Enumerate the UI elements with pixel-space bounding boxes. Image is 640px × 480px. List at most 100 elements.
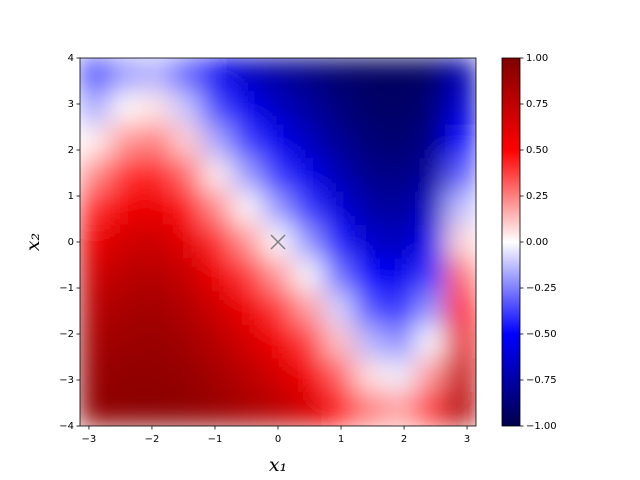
x-tick-label: −3: [82, 434, 97, 445]
heatmap-cell: [109, 124, 142, 159]
heatmap-cell: [80, 358, 111, 394]
heatmap-cell: [109, 325, 142, 360]
heatmap-cell: [292, 124, 325, 159]
heatmap-cell: [80, 258, 111, 293]
x-tick-label: −1: [208, 434, 223, 445]
heatmap-cell: [80, 224, 111, 260]
heatmap-cell: [231, 58, 264, 92]
heatmap-cell: [262, 358, 294, 394]
y-tick-label: 2: [68, 145, 74, 156]
heatmap-cell: [80, 392, 111, 426]
heatmap-cell: [445, 291, 476, 327]
heatmap-cell: [353, 291, 386, 327]
heatmap-cell: [201, 325, 233, 360]
heatmap-cell: [353, 58, 386, 92]
x-tick-label: 2: [401, 434, 407, 445]
heatmap-cell: [353, 258, 386, 293]
heatmap-cell: [231, 224, 264, 260]
heatmap: [80, 58, 476, 426]
heatmap-cell: [80, 291, 111, 327]
heatmap-cell: [201, 157, 233, 193]
heatmap-cell: [201, 258, 233, 293]
heatmap-cell: [323, 90, 355, 126]
heatmap-cell: [384, 258, 416, 293]
heatmap-cell: [109, 224, 142, 260]
heatmap-cell: [109, 291, 142, 327]
heatmap-cell: [109, 191, 142, 226]
heatmap-cell: [323, 157, 355, 193]
heatmap-cell: [170, 392, 203, 426]
y-tick-label: −1: [59, 283, 74, 294]
heatmap-cell: [170, 124, 203, 159]
colorbar: [501, 57, 521, 427]
heatmap-cell: [140, 325, 172, 360]
heatmap-cell: [414, 157, 447, 193]
heatmap-cell: [323, 358, 355, 394]
heatmap-cell: [384, 325, 416, 360]
heatmap-cell: [201, 358, 233, 394]
heatmap-cell: [80, 124, 111, 159]
x-tick-label: 0: [275, 434, 281, 445]
heatmap-cell: [384, 224, 416, 260]
heatmap-cell: [262, 124, 294, 159]
heatmap-cell: [384, 90, 416, 126]
heatmap-cell: [323, 325, 355, 360]
heatmap-cell: [323, 291, 355, 327]
heatmap-cell: [231, 358, 264, 394]
heatmap-cell: [231, 258, 264, 293]
heatmap-cell: [292, 191, 325, 226]
y-tick-label: −2: [59, 329, 74, 340]
heatmap-cell: [140, 258, 172, 293]
colorbar-tick-label: 0.75: [526, 99, 548, 110]
heatmap-cell: [353, 325, 386, 360]
colorbar-tick-label: −0.25: [526, 283, 557, 294]
heatmap-cell: [445, 392, 476, 426]
heatmap-cell: [292, 325, 325, 360]
y-tick-label: 1: [68, 191, 74, 202]
heatmap-cell: [170, 291, 203, 327]
heatmap-cell: [384, 392, 416, 426]
heatmap-cell: [201, 58, 233, 92]
heatmap-cell: [445, 258, 476, 293]
heatmap-cell: [170, 58, 203, 92]
heatmap-cell: [170, 157, 203, 193]
heatmap-cell: [292, 157, 325, 193]
heatmap-cell: [231, 291, 264, 327]
heatmap-cell: [201, 124, 233, 159]
heatmap-cell: [384, 157, 416, 193]
colorbar-tick-label: 0.50: [526, 145, 548, 156]
y-tick-label: −4: [59, 421, 74, 432]
heatmap-cell: [445, 191, 476, 226]
heatmap-cell: [231, 157, 264, 193]
heatmap-cell: [445, 157, 476, 193]
heatmap-cell: [140, 224, 172, 260]
heatmap-cell: [140, 358, 172, 394]
heatmap-cell: [201, 291, 233, 327]
heatmap-cell: [292, 224, 325, 260]
heatmap-cell: [445, 224, 476, 260]
heatmap-cell: [384, 358, 416, 394]
heatmap-cell: [80, 90, 111, 126]
heatmap-cell: [323, 224, 355, 260]
heatmap-cell: [262, 58, 294, 92]
heatmap-cell: [323, 258, 355, 293]
heatmap-cell: [109, 392, 142, 426]
heatmap-cell: [201, 191, 233, 226]
heatmap-cell: [323, 191, 355, 226]
x-axis-label: x₁: [269, 454, 287, 476]
heatmap-cell: [414, 325, 447, 360]
heatmap-cell: [109, 90, 142, 126]
heatmap-cell: [353, 90, 386, 126]
x-tick-label: 3: [464, 434, 470, 445]
y-tick-label: 0: [68, 237, 74, 248]
heatmap-cell: [384, 58, 416, 92]
heatmap-cell: [109, 58, 142, 92]
heatmap-cell: [109, 258, 142, 293]
heatmap-cell: [262, 392, 294, 426]
heatmap-cell: [414, 392, 447, 426]
heatmap-cell: [445, 124, 476, 159]
heatmap-cell: [353, 157, 386, 193]
heatmap-cell: [262, 191, 294, 226]
heatmap-cell: [170, 358, 203, 394]
